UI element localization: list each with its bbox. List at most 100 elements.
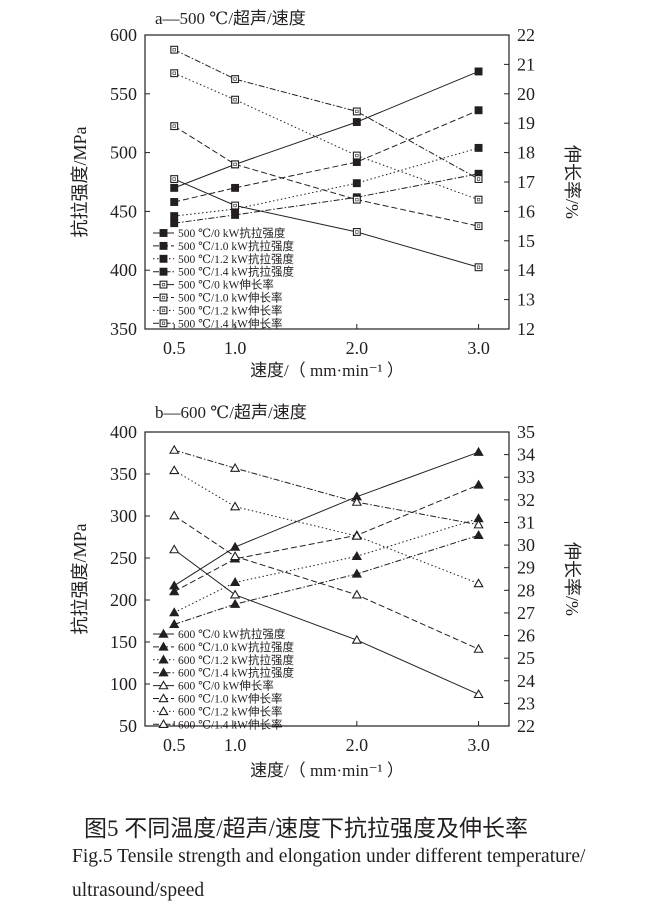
x-tick-label: 1.0 <box>224 735 247 755</box>
x-tick-label: 0.5 <box>163 338 186 358</box>
series-1 <box>169 446 484 590</box>
legend-marker <box>158 718 169 729</box>
data-point <box>352 107 361 116</box>
series-7 <box>169 465 484 588</box>
y2-tick-label: 22 <box>517 25 535 45</box>
series-line <box>174 178 479 268</box>
series-line <box>174 449 479 526</box>
data-point <box>351 568 362 578</box>
y-tick-label: 600 <box>110 25 137 45</box>
legend-label: 500 ℃/1.0 kW抗拉强度 <box>178 239 295 253</box>
legend-entry: 500 ℃/1.2 kW抗拉强度 <box>153 252 295 266</box>
legend-entry: 600 ℃/1.0 kW伸长率 <box>153 692 283 706</box>
y2-tick-label: 24 <box>517 671 535 691</box>
legend-label: 600 ℃/1.4 kW伸长率 <box>178 717 283 731</box>
legend-entry: 500 ℃/1.4 kW抗拉强度 <box>153 265 295 279</box>
legend-entry: 500 ℃/1.0 kW抗拉强度 <box>153 239 295 253</box>
data-point <box>229 589 241 599</box>
y-tick-label: 250 <box>110 548 137 568</box>
data-point <box>473 689 484 699</box>
data-point-inner <box>172 48 176 52</box>
y-tick-label: 100 <box>110 674 137 694</box>
series-8 <box>170 45 483 184</box>
chart-a: a—500 ℃/超声/速度 350 400 450 500 550 600 12 13 14 15 1… <box>70 9 582 380</box>
legend-entry: 600 ℃/0 kW抗拉强度 <box>153 627 286 641</box>
y2-tick-label: 27 <box>517 603 535 623</box>
y2-tick-label: 25 <box>517 648 535 668</box>
figure: a—500 ℃/超声/速度 350 400 450 500 550 600 12 13 14 15 1… <box>70 9 582 780</box>
data-point-inner <box>355 153 359 158</box>
y-tick-label: 200 <box>110 590 137 610</box>
legend-label: 500 ℃/1.2 kW抗拉强度 <box>178 252 295 266</box>
legend-label: 500 ℃/1.4 kW伸长率 <box>178 316 283 330</box>
chart-title: a—500 ℃/超声/速度 <box>155 9 306 28</box>
y2-tick-label: 34 <box>517 445 535 465</box>
y2-tick-label: 22 <box>517 716 535 736</box>
legend-marker <box>159 241 168 250</box>
data-point <box>169 510 180 520</box>
data-point <box>229 501 241 511</box>
data-point <box>229 462 241 472</box>
data-point-inner <box>233 77 237 81</box>
y-tick-label: 350 <box>110 319 137 339</box>
legend-marker <box>158 706 169 716</box>
data-point <box>352 228 361 236</box>
legend-entry: 600 ℃/1.4 kW伸长率 <box>153 717 283 731</box>
series-line <box>174 70 479 189</box>
data-point <box>474 195 483 204</box>
y2-tick-label: 29 <box>517 558 535 578</box>
legend-label: 600 ℃/1.2 kW伸长率 <box>178 704 283 718</box>
legend-label: 500 ℃/1.2 kW伸长率 <box>178 303 283 317</box>
data-point <box>229 598 241 608</box>
series-line <box>174 72 479 201</box>
series-line <box>173 484 479 593</box>
y2-tick-label: 13 <box>517 290 535 310</box>
data-point-inner <box>355 109 359 114</box>
data-point <box>352 158 361 166</box>
legend-label: 600 ℃/0 kW伸长率 <box>178 679 274 693</box>
data-point-inner <box>476 265 481 269</box>
x-tick-label: 2.0 <box>346 735 369 755</box>
data-point-inner <box>476 177 481 181</box>
chart-title: b—600 ℃/超声/速度 <box>155 403 307 422</box>
legend-label: 500 ℃/0 kW抗拉强度 <box>178 226 286 240</box>
y2-axis-label: 伸长率/% <box>562 542 582 616</box>
legend-label: 600 ℃/1.0 kW抗拉强度 <box>178 640 295 654</box>
data-point <box>231 160 240 169</box>
data-point <box>231 210 240 219</box>
y2-tick-label: 30 <box>517 535 535 555</box>
data-point <box>170 69 179 78</box>
legend-label: 600 ℃/0 kW抗拉强度 <box>178 627 286 641</box>
legend-marker <box>159 267 168 276</box>
data-point <box>169 619 180 629</box>
data-point <box>473 643 484 653</box>
legend-entry: 500 ℃/1.4 kW伸长率 <box>153 316 283 330</box>
series-line <box>173 125 479 227</box>
y-tick-label: 50 <box>119 716 137 736</box>
y2-tick-label: 32 <box>517 490 535 510</box>
data-point-inner <box>233 162 237 166</box>
series-1 <box>170 67 483 192</box>
data-point <box>169 544 180 554</box>
legend-marker <box>158 641 169 651</box>
data-point <box>351 496 362 506</box>
x-axis-label: 速度/（ mm·min⁻¹ ） <box>250 761 404 780</box>
y-tick-label: 450 <box>110 201 137 221</box>
data-point <box>351 634 362 644</box>
legend-label: 500 ℃/1.0 kW伸长率 <box>178 291 283 305</box>
data-point <box>474 143 483 152</box>
series-line <box>173 515 479 650</box>
data-point <box>473 479 484 489</box>
y2-tick-label: 28 <box>517 580 535 600</box>
y2-tick-label: 20 <box>517 84 535 104</box>
legend-entry: 600 ℃/1.2 kW伸长率 <box>153 704 283 718</box>
x-tick-label: 2.0 <box>346 338 369 358</box>
legend-entry: 500 ℃/0 kW伸长率 <box>153 278 274 292</box>
x-tick-label: 0.5 <box>163 735 186 755</box>
legend-marker <box>159 254 168 263</box>
y2-tick-label: 18 <box>517 143 535 163</box>
data-point <box>170 122 179 131</box>
series-4 <box>170 169 483 228</box>
data-point <box>231 95 240 104</box>
data-point <box>473 530 484 540</box>
